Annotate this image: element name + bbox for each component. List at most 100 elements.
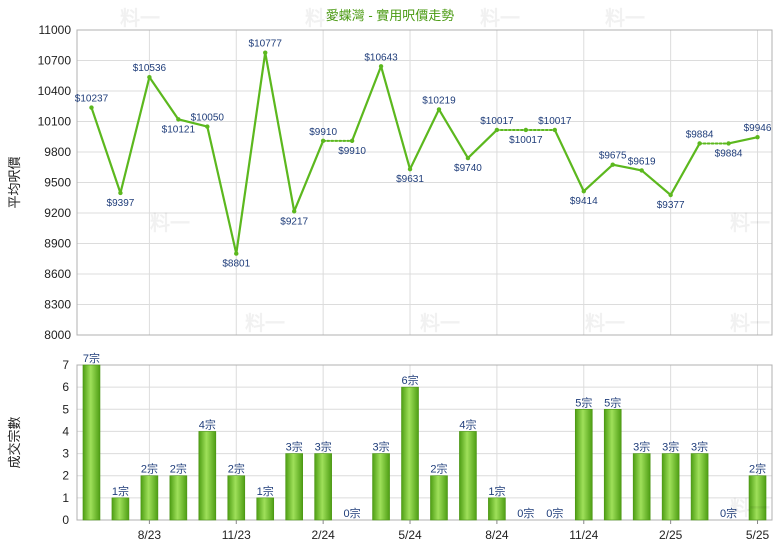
count-bar-label: 0宗 xyxy=(344,506,361,520)
price-line-segment xyxy=(640,169,672,197)
count-y-tick: 1 xyxy=(62,491,69,505)
price-point xyxy=(697,141,702,146)
price-y-tick: 11000 xyxy=(39,23,72,37)
watermark: 料一 xyxy=(480,7,520,30)
count-bar-label: 1宗 xyxy=(112,484,129,498)
price-data-label: $8801 xyxy=(222,259,250,270)
x-tick-label: 8/24 xyxy=(485,528,509,542)
price-data-label: $10777 xyxy=(249,39,283,50)
count-bar-label: 0宗 xyxy=(720,506,737,520)
watermark: 料一 xyxy=(730,212,770,235)
watermark: 料一 xyxy=(730,497,770,520)
price-data-label: $10219 xyxy=(422,95,456,106)
count-bar-label: 3宗 xyxy=(286,440,303,454)
price-point xyxy=(320,138,326,144)
count-bar-label: 5宗 xyxy=(575,395,592,409)
watermark: 料一 xyxy=(305,7,345,30)
price-line-segment xyxy=(669,142,701,197)
price-y-tick: 8600 xyxy=(44,267,71,281)
price-data-label: $9631 xyxy=(396,174,424,185)
count-y-tick: 0 xyxy=(62,513,69,527)
x-tick-label: 5/24 xyxy=(398,528,422,542)
price-data-label: $10017 xyxy=(538,116,572,127)
price-data-label: $9884 xyxy=(715,148,743,159)
price-data-label: $10050 xyxy=(191,113,225,124)
price-line-segment xyxy=(611,163,643,172)
count-y-axis-label: 成交宗數 xyxy=(7,416,22,468)
x-tick-label: 11/23 xyxy=(222,528,251,542)
price-line-segment xyxy=(553,128,585,193)
price-data-label: $9377 xyxy=(657,200,685,211)
count-bar xyxy=(401,386,419,521)
count-bar-label: 3宗 xyxy=(662,440,679,454)
watermark: 料一 xyxy=(245,312,285,335)
price-point xyxy=(291,209,297,214)
watermark: 料一 xyxy=(420,312,460,335)
count-bar xyxy=(690,453,709,521)
watermark: 料一 xyxy=(585,312,625,335)
price-data-label: $10017 xyxy=(480,116,514,127)
price-point xyxy=(755,134,760,140)
x-tick-label: 2/24 xyxy=(311,528,335,542)
price-point xyxy=(234,251,239,256)
price-point xyxy=(349,138,355,144)
price-line-segment xyxy=(582,163,614,193)
count-bar-label: 2宗 xyxy=(430,462,447,476)
count-bar-label: 4宗 xyxy=(459,417,476,431)
count-bar xyxy=(111,497,130,521)
price-line-segment xyxy=(206,125,238,255)
price-y-tick: 9200 xyxy=(44,206,71,220)
price-line-segment xyxy=(466,128,498,160)
price-line-segment xyxy=(408,108,441,171)
price-line-segment xyxy=(727,136,759,145)
count-bar-label: 7宗 xyxy=(83,351,100,365)
x-tick-label: 8/23 xyxy=(138,528,162,542)
watermark: 料一 xyxy=(120,7,160,30)
count-bar-label: 3宗 xyxy=(373,440,390,454)
count-bar-label: 3宗 xyxy=(633,440,650,454)
watermark: 料一 xyxy=(730,312,770,335)
price-point xyxy=(176,117,181,122)
price-line-segment xyxy=(177,118,209,128)
count-bar xyxy=(140,475,159,521)
count-bar-label: 2宗 xyxy=(170,462,187,476)
price-line-chart: 8000 8300 8600 8900 9200 9500 9800 10100 10400 10… xyxy=(7,23,773,342)
price-point xyxy=(378,64,384,69)
price-line-segment xyxy=(90,106,122,195)
price-point xyxy=(639,168,644,173)
count-bar-label: 2宗 xyxy=(749,462,766,476)
price-y-tick: 9500 xyxy=(44,176,71,190)
price-line-segment xyxy=(293,139,325,213)
x-tick-label: 11/24 xyxy=(569,528,598,542)
count-bar xyxy=(661,453,680,521)
count-bar xyxy=(632,453,651,521)
price-line-segment xyxy=(148,76,180,121)
count-y-tick: 3 xyxy=(62,447,69,461)
count-bar xyxy=(256,497,275,521)
count-bar xyxy=(82,364,101,521)
count-bar xyxy=(372,453,390,521)
price-point xyxy=(494,127,500,133)
price-y-tick: 10400 xyxy=(38,84,72,98)
price-y-tick: 9800 xyxy=(44,145,71,159)
x-tick-label: 5/25 xyxy=(746,528,770,542)
price-data-label: $10237 xyxy=(75,94,109,105)
price-line-segment xyxy=(351,65,383,142)
price-data-label: $10017 xyxy=(509,135,543,146)
count-y-tick: 5 xyxy=(62,402,69,416)
price-data-label: $10536 xyxy=(133,63,167,74)
count-bar xyxy=(314,453,332,521)
price-point xyxy=(668,192,673,198)
price-data-label: $9910 xyxy=(338,146,366,157)
price-y-tick: 8000 xyxy=(44,328,71,342)
price-point xyxy=(581,189,586,194)
price-point xyxy=(523,127,529,133)
price-point xyxy=(436,107,442,112)
count-bar-label: 1宗 xyxy=(488,484,505,498)
price-point xyxy=(263,50,268,55)
price-line-segment xyxy=(119,76,151,195)
price-point xyxy=(465,155,471,161)
price-line-segment xyxy=(235,51,267,255)
